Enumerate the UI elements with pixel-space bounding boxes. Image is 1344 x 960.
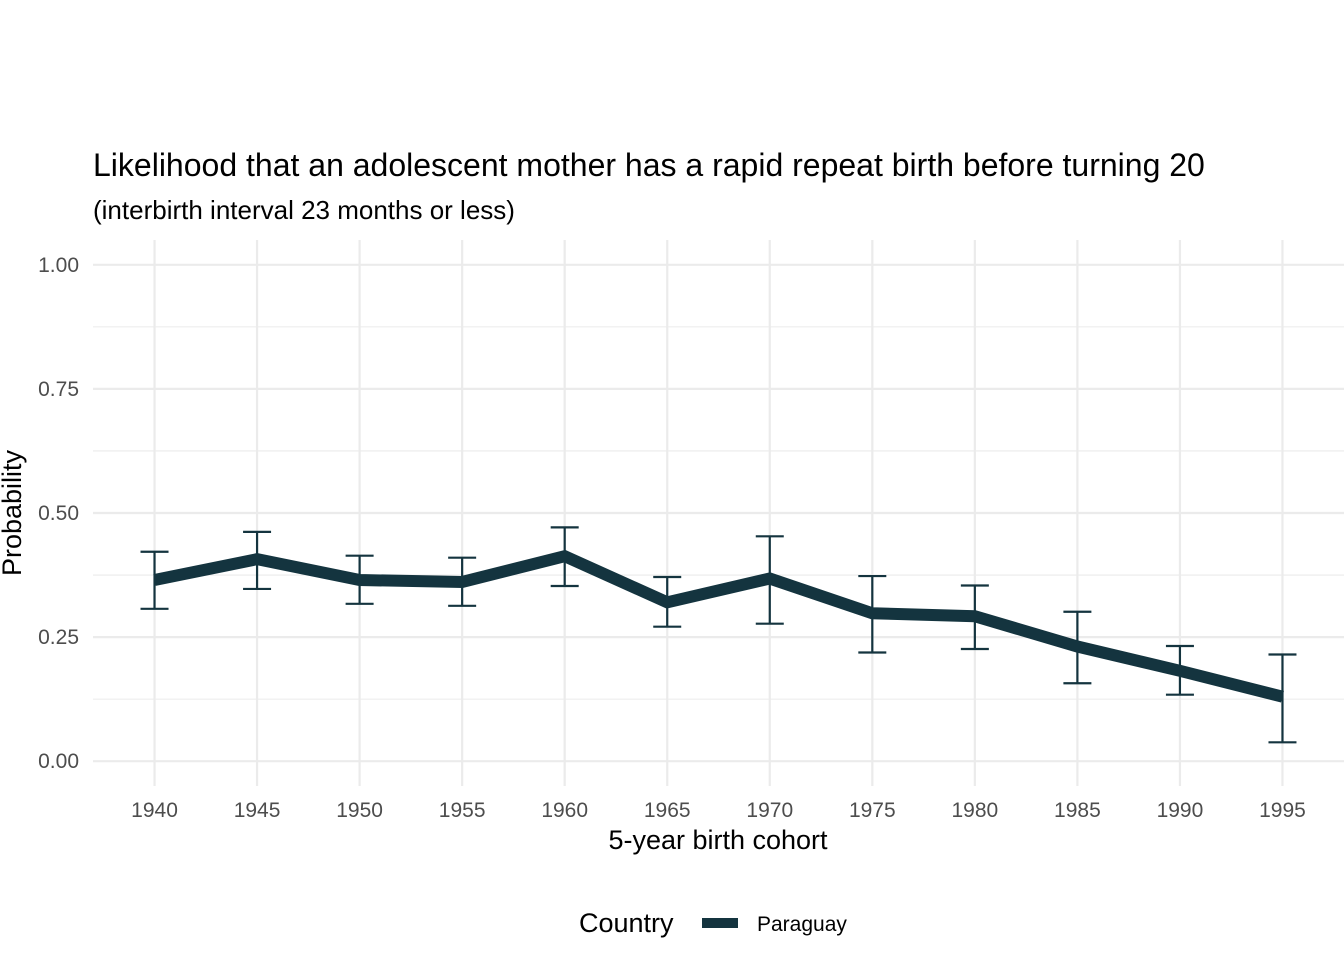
legend-key-paraguay [702, 918, 738, 928]
series-line-paraguay [153, 549, 1284, 703]
y-axis-title: Probability [0, 449, 27, 576]
x-tick-label: 1960 [541, 799, 588, 822]
x-tick-label: 1990 [1157, 799, 1204, 822]
grid [93, 240, 1344, 786]
x-tick-label: 1985 [1054, 799, 1101, 822]
x-tick-label: 1940 [131, 799, 178, 822]
error-bar [140, 550, 169, 610]
chart-title: Likelihood that an adolescent mother has… [93, 147, 1205, 183]
legend: Country Paraguay [579, 908, 847, 938]
x-tick-label: 1995 [1259, 799, 1306, 822]
series-lines [153, 549, 1284, 703]
legend-title: Country [579, 908, 674, 938]
legend-label-paraguay: Paraguay [757, 913, 847, 936]
x-tick-label: 1965 [644, 799, 691, 822]
x-tick-label: 1980 [951, 799, 998, 822]
error-bar [1268, 653, 1297, 744]
x-tick-label: 1975 [849, 799, 896, 822]
y-axis-ticks: 0.00 0.25 0.50 0.75 1.00 [38, 254, 79, 773]
y-tick-label: 0.00 [38, 750, 79, 773]
x-axis-title: 5-year birth cohort [608, 825, 828, 855]
x-axis-ticks: 1940 1945 1950 1955 1960 1965 1970 1975 1980 1985… [131, 799, 1306, 822]
y-tick-label: 0.25 [38, 626, 79, 649]
chart-subtitle: (interbirth interval 23 months or less) [93, 195, 515, 225]
x-tick-label: 1945 [234, 799, 281, 822]
y-tick-label: 1.00 [38, 254, 79, 277]
y-tick-label: 0.75 [38, 378, 79, 401]
x-tick-label: 1970 [746, 799, 793, 822]
error-bars [140, 526, 1297, 744]
y-tick-label: 0.50 [38, 502, 79, 525]
x-tick-label: 1950 [336, 799, 383, 822]
x-tick-label: 1955 [439, 799, 486, 822]
